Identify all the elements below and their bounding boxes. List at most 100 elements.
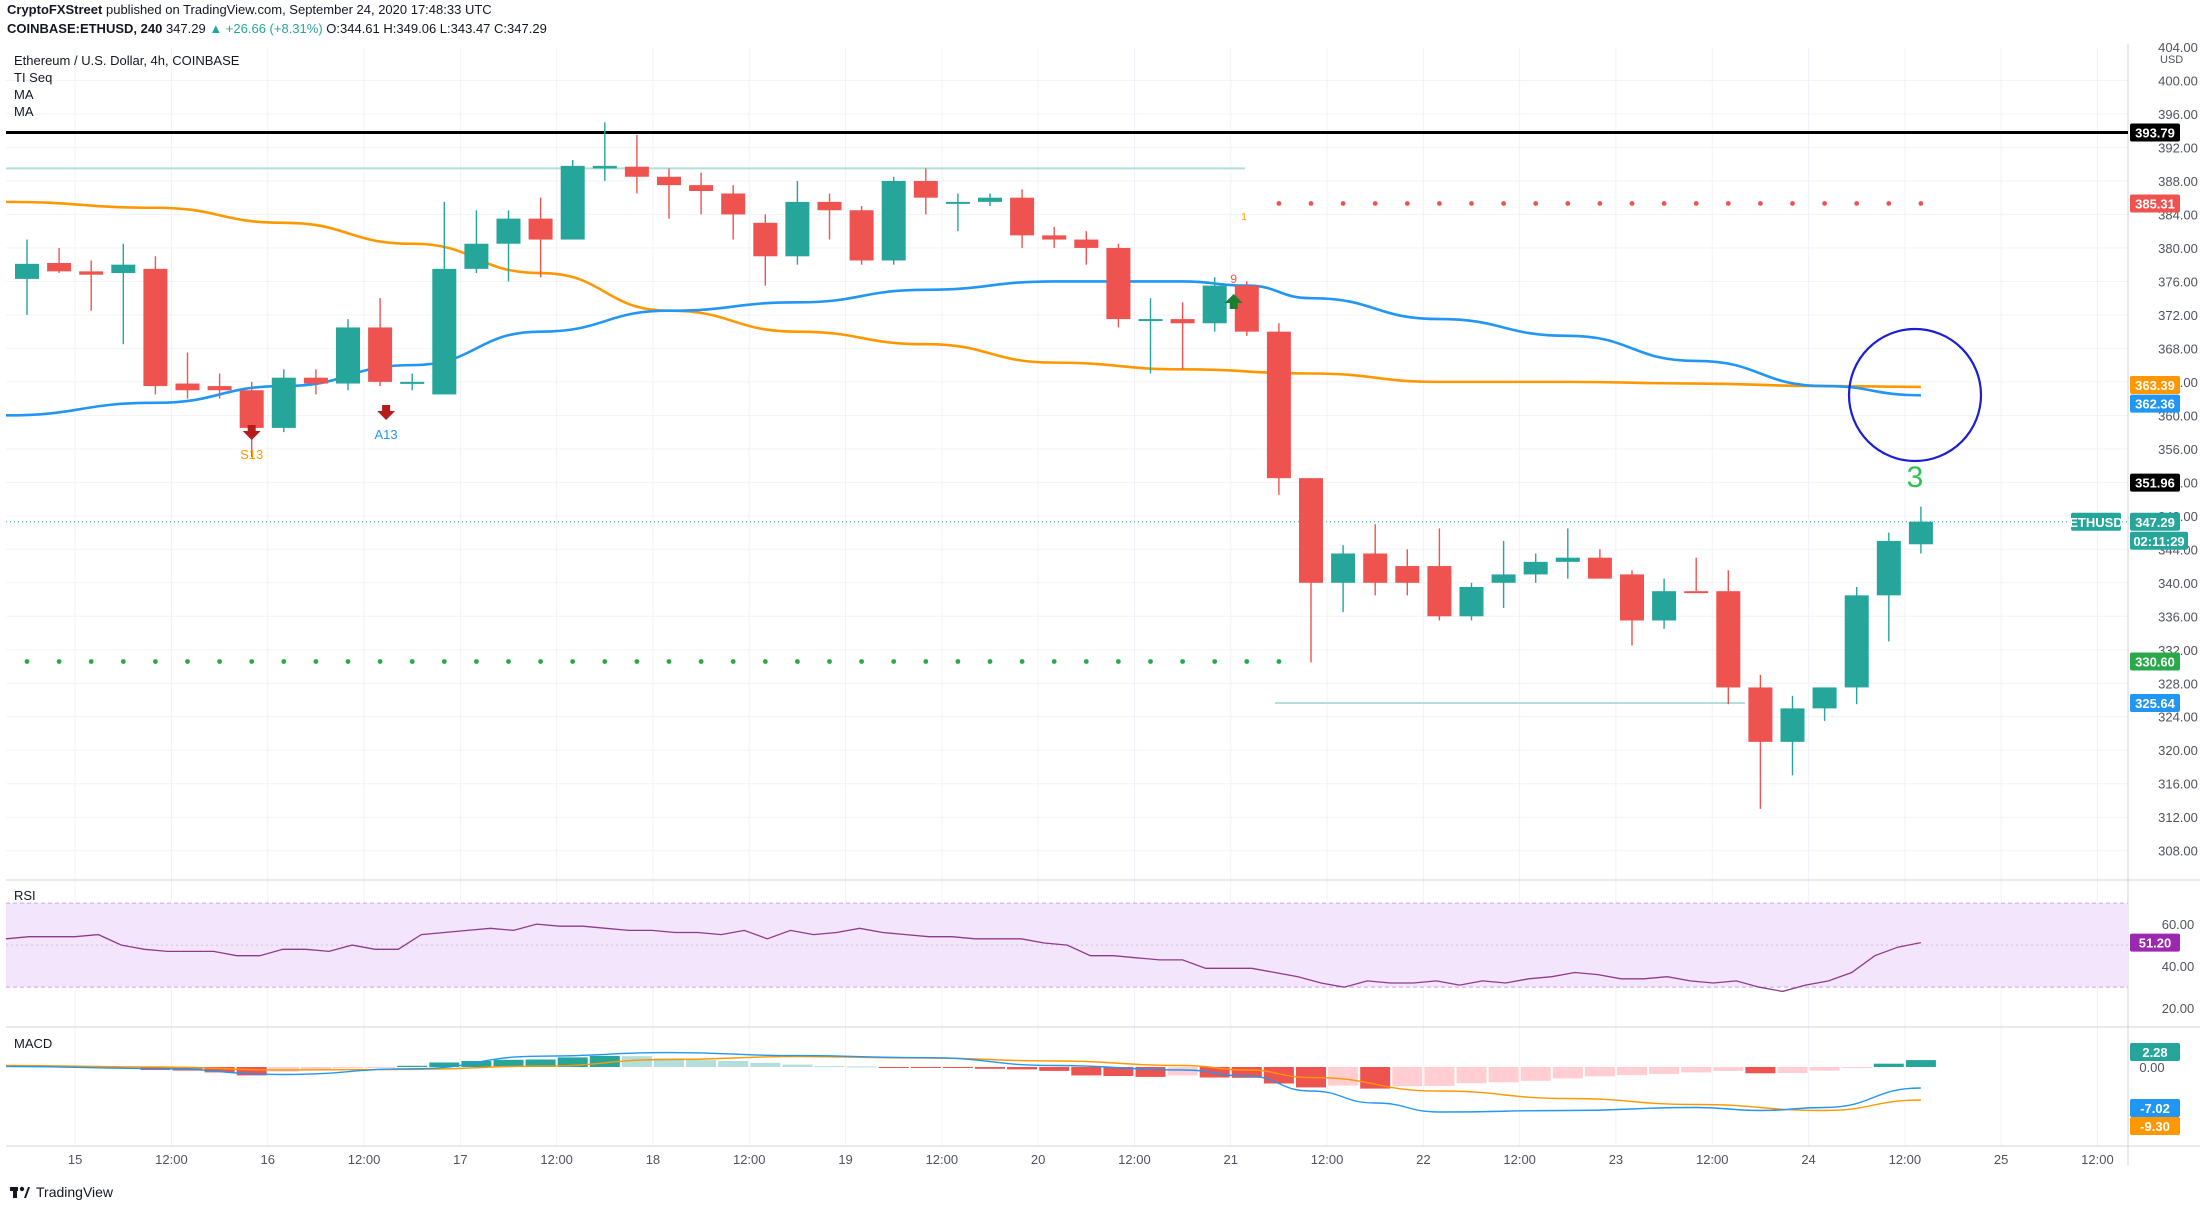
candle-body [689, 185, 714, 191]
candle-body [592, 165, 617, 169]
macd-hist-bar [910, 1067, 941, 1068]
support-dot [1019, 659, 1025, 664]
macd-hist-bar [654, 1058, 684, 1067]
time-tick-label: 21 [1224, 1152, 1238, 1167]
time-tick-label: 22 [1416, 1152, 1430, 1167]
support-dot [120, 659, 126, 664]
support-dot [345, 659, 351, 664]
countdown-bg [2130, 531, 2188, 550]
price-tick-label: 356.00 [2158, 442, 2198, 457]
price-badge-bg [2130, 194, 2180, 213]
macd-hist-bar [1263, 1067, 1294, 1084]
price-tick-label: 380.00 [2158, 241, 2198, 256]
resistance-dot [1469, 201, 1474, 206]
support-dot [1116, 659, 1121, 664]
seq-dots [24, 201, 1924, 664]
time-tick-label: 12:00 [1696, 1152, 1729, 1167]
candle-body [1106, 247, 1131, 320]
published-text: published on TradingView.com, September … [105, 2, 492, 17]
time-tick-label: 12:00 [926, 1152, 959, 1167]
annotation-three: 3 [1907, 461, 1924, 494]
resistance-dot [1693, 201, 1699, 206]
macd-hist-bar [365, 1067, 396, 1068]
candle-body [1010, 197, 1035, 236]
candle-body [1684, 591, 1709, 594]
candle-body [1202, 285, 1227, 324]
candle-body [657, 176, 681, 186]
price-tick-label: 404.00 [2158, 40, 2198, 55]
support-dot [88, 659, 94, 664]
macd-hist-bar [461, 1061, 492, 1067]
macd-signal-badge-bg [2130, 1117, 2180, 1135]
candle-body [368, 327, 393, 382]
macd-hist-bar [1360, 1067, 1391, 1089]
highlight-circle [1847, 327, 1983, 463]
close-value: C:347.29 [494, 21, 547, 36]
price-badge: 325.64 [2135, 696, 2176, 711]
macd-hist-bar [1905, 1060, 1936, 1067]
candle-body [913, 180, 938, 198]
resistance-dot [1661, 201, 1667, 206]
macd-hist-bar [1649, 1067, 1680, 1074]
support-dot [698, 659, 704, 664]
annotation-s13: S13 [240, 447, 263, 462]
macd-hist-badge: 2.28 [2142, 1045, 2167, 1060]
footer-brand: TradingView [36, 1184, 114, 1200]
resistance-dot [1501, 201, 1506, 206]
time-tick-label: 12:00 [2081, 1152, 2114, 1167]
support-dot [1212, 659, 1218, 664]
time-tick-label: 19 [838, 1152, 852, 1167]
candle-body [207, 386, 232, 391]
candle-body [817, 201, 842, 211]
resistance-dot [1308, 201, 1314, 206]
candle-body [1459, 586, 1484, 617]
candle-body [1620, 574, 1644, 621]
rsi-tick-label: 20.00 [2162, 1001, 2195, 1016]
macd-hist-bar [333, 1067, 363, 1069]
price-tick-label: 340.00 [2158, 576, 2198, 591]
candle-body [496, 218, 521, 244]
time-tick-label: 18 [646, 1152, 660, 1167]
support-dot [409, 659, 415, 664]
tradingview-logo[interactable]: TradingView [10, 1184, 113, 1200]
support-dot [1180, 659, 1185, 664]
support-dot [441, 659, 447, 664]
resistance-dot [1404, 201, 1410, 206]
time-tick-label: 12:00 [540, 1152, 573, 1167]
candle-body [1266, 331, 1291, 479]
time-tick-label: 12:00 [155, 1152, 188, 1167]
open-value: O:344.61 [326, 21, 380, 36]
candle-body [1427, 566, 1452, 617]
candle-body [560, 165, 585, 240]
price-badge-bg [2130, 512, 2180, 531]
candle-body [1138, 319, 1163, 322]
macd-hist-bar [686, 1060, 717, 1067]
support-dot [249, 659, 255, 664]
macd-line-badge-bg [2130, 1099, 2180, 1117]
candle-body [849, 210, 874, 261]
price-tick-label: 336.00 [2158, 609, 2198, 624]
symbol-tag: ETHUSD [2069, 515, 2122, 530]
candle-body [1042, 235, 1067, 240]
time-tick-label: 12:00 [1889, 1152, 1922, 1167]
high-value: H:349.06 [383, 21, 437, 36]
candle-body [624, 166, 649, 177]
support-dot [56, 659, 62, 664]
support-dot [217, 659, 223, 664]
resistance-dot [1725, 201, 1731, 206]
annotations: S13 A13 9 3 1 [240, 212, 1983, 494]
candle-body [1780, 708, 1805, 742]
price-badge: 363.39 [2135, 378, 2175, 393]
price-badge-bg [2130, 473, 2180, 492]
price-tick-label: 388.00 [2158, 174, 2198, 189]
price-badge: 347.29 [2135, 515, 2175, 530]
time-tick-label: 12:00 [733, 1152, 766, 1167]
support-dot [762, 659, 768, 664]
candle-body [978, 197, 1002, 202]
macd-hist-bar [942, 1067, 973, 1068]
candle-body [1363, 553, 1388, 583]
support-dot [923, 659, 929, 664]
candle-body [111, 264, 136, 274]
price-badge-bg [2130, 652, 2180, 671]
